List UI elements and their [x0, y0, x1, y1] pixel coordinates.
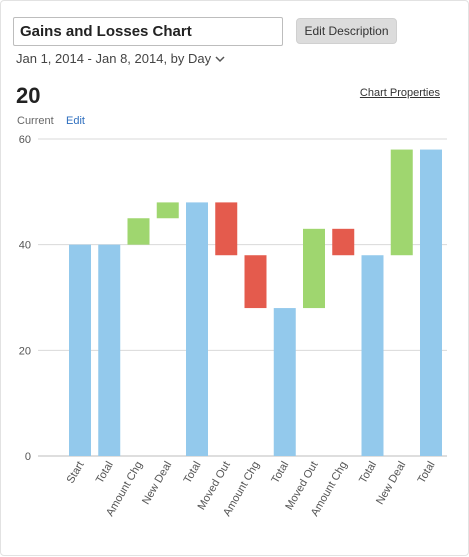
bar-gain — [390, 149, 413, 256]
bar-loss — [244, 255, 267, 309]
chart-properties-link[interactable]: Chart Properties — [359, 87, 440, 99]
date-range-label: Jan 1, 2014 - Jan 8, 2014, by Day — [16, 51, 212, 66]
y-tick-label: 20 — [19, 345, 31, 357]
bar-loss — [332, 228, 355, 256]
x-category-label: New Deal — [140, 460, 174, 507]
y-tick-label: 0 — [25, 451, 31, 463]
x-category-label: Total — [94, 460, 116, 486]
bar-total — [186, 202, 208, 456]
bar-total — [98, 244, 121, 456]
bar-total — [273, 308, 296, 456]
bar-gain — [127, 218, 150, 245]
edit-description-button[interactable]: Edit Description — [296, 18, 397, 44]
x-category-label: Total — [416, 460, 438, 486]
current-value: 20 — [16, 83, 41, 108]
bar-loss — [215, 202, 238, 256]
chevron-down-icon — [215, 55, 225, 62]
x-category-label: Total — [182, 460, 204, 486]
bar-gain — [156, 202, 179, 219]
edit-link[interactable]: Edit — [66, 115, 85, 127]
current-label: Current — [17, 115, 54, 127]
x-category-label: Start — [65, 460, 87, 486]
y-tick-label: 40 — [19, 240, 31, 252]
bar-total — [420, 149, 442, 457]
bar-gain — [303, 228, 325, 309]
x-category-label: Total — [357, 460, 379, 486]
date-range-dropdown[interactable]: Jan 1, 2014 - Jan 8, 2014, by Day — [16, 51, 225, 66]
bar-total — [69, 244, 91, 456]
chart-title-input[interactable] — [13, 17, 283, 46]
x-category-label: New Deal — [374, 460, 408, 507]
y-tick-label: 60 — [19, 134, 31, 146]
x-category-label: Total — [269, 460, 291, 486]
bar-total — [361, 255, 384, 456]
